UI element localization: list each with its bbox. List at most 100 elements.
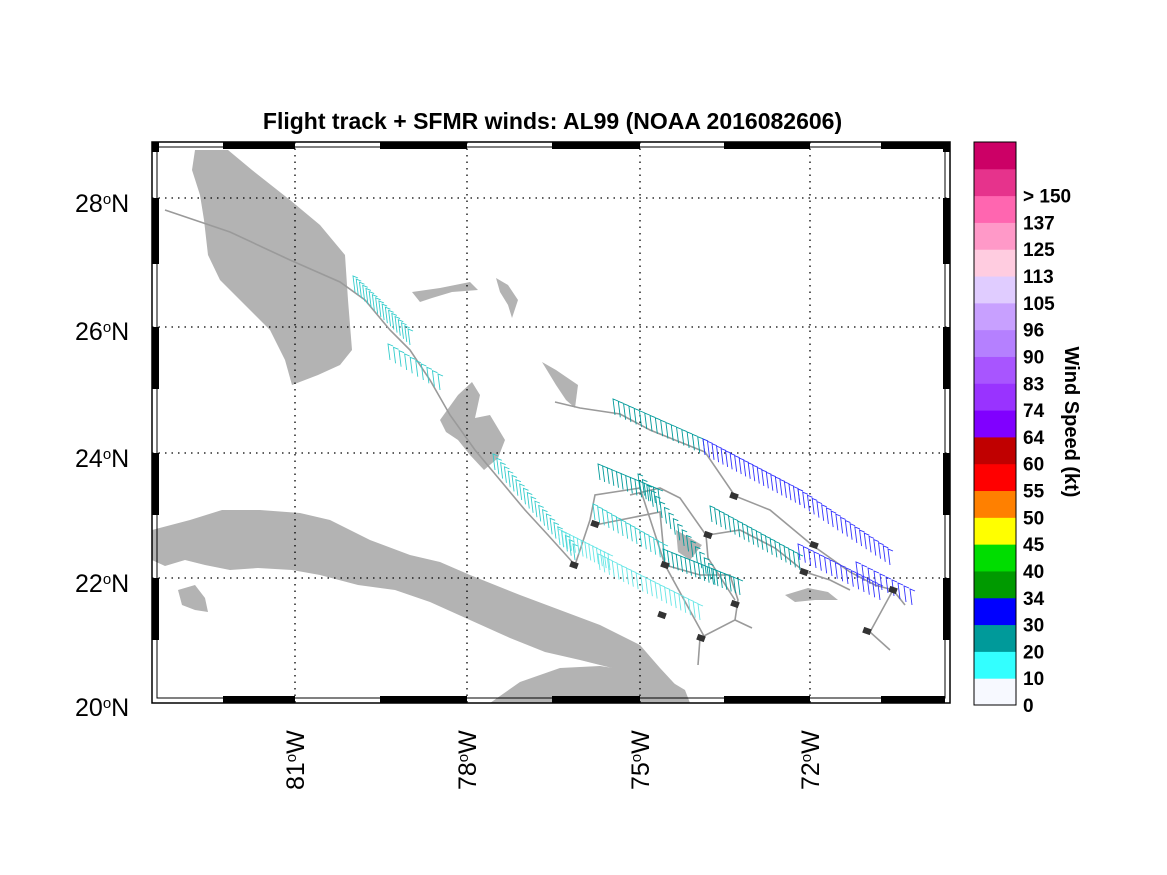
wind-barb (634, 527, 641, 545)
wind-barb (872, 580, 878, 598)
wind-barb (879, 573, 886, 591)
wind-barb (718, 510, 725, 528)
land-florida (192, 150, 352, 385)
longitude-labels: 81oW 78oW 75oW 72oW (282, 730, 825, 790)
wind-barb (393, 346, 399, 364)
wind-barb (362, 284, 368, 302)
wind-barb (751, 528, 757, 545)
colorbar-label: 40 (1023, 562, 1044, 583)
wind-barb (648, 484, 654, 502)
wind-barb (840, 564, 846, 582)
wind-barb (688, 558, 695, 576)
colorbar-label: 60 (1023, 455, 1044, 476)
wind-barb (615, 470, 622, 488)
wind-barb (664, 586, 670, 604)
latitude-labels: 28oN 26oN 24oN 22oN 20oN (75, 190, 129, 722)
colorbar-swatch (974, 276, 1016, 304)
wind-barb (662, 548, 669, 566)
wind-barb (709, 505, 716, 523)
wind-barb (697, 603, 704, 621)
wind-barb (711, 443, 718, 460)
wind-barb (397, 318, 404, 336)
colorbar-swatch (974, 168, 1016, 197)
land-abaco (496, 278, 518, 318)
wind-barb (756, 466, 763, 484)
drop-marker (809, 540, 819, 550)
land-grand-bahama (412, 282, 478, 302)
wind-barb (611, 513, 617, 531)
colorbar-label: 30 (1023, 616, 1044, 637)
lon-label-75: 75oW (627, 730, 655, 790)
wind-barb (388, 309, 394, 327)
dropsonde-markers (569, 491, 898, 643)
wind-barb (657, 540, 664, 558)
wind-barb (719, 571, 726, 588)
colorbar-swatch (974, 195, 1016, 223)
wind-barb (747, 462, 754, 479)
wind-barb (394, 315, 401, 333)
wind-barb (774, 540, 781, 558)
wind-barb (597, 505, 603, 523)
drop-marker (657, 610, 667, 620)
wind-barb (845, 567, 852, 585)
wind-barb (437, 373, 444, 391)
wind-barb (625, 474, 631, 492)
wind-barb (371, 294, 378, 311)
colorbar-swatch (974, 570, 1016, 599)
wind-barb (685, 534, 692, 552)
wind-barb (668, 589, 675, 606)
wind-barb (409, 356, 416, 374)
drop-marker (799, 567, 809, 577)
wind-barb (770, 474, 777, 491)
wind-barb (797, 543, 804, 561)
wind-barb (649, 414, 656, 432)
wind-barb (882, 545, 889, 562)
wind-barb (655, 495, 661, 513)
wind-barb (643, 532, 650, 550)
wind-barb (522, 487, 529, 505)
wind-barb (774, 476, 781, 494)
wind-barb (691, 433, 698, 451)
drop-marker (888, 585, 898, 595)
wind-barb (657, 488, 664, 506)
wind-barb (788, 483, 795, 501)
track-leg-1 (574, 487, 706, 639)
wind-barb (654, 417, 661, 434)
wind-barb (592, 503, 599, 521)
wind-barb (607, 553, 614, 571)
colorbar-swatch (974, 329, 1016, 357)
wind-barb (746, 525, 753, 543)
wind-barb (602, 465, 608, 482)
colorbar-label: 45 (1023, 535, 1045, 556)
wind-barb (663, 506, 670, 524)
wind-barb (765, 471, 772, 489)
wind-barb (659, 501, 666, 518)
wind-barb (779, 478, 786, 496)
wind-barb (365, 287, 372, 305)
wind-barb (715, 569, 722, 587)
wind-barb (792, 550, 799, 568)
wind-barb (797, 553, 804, 571)
wind-barb (686, 431, 693, 448)
wind-barb (723, 512, 730, 530)
wind-barb (659, 584, 666, 602)
wind-barb (877, 541, 884, 559)
land-cuba (152, 510, 685, 695)
wind-barb (816, 500, 823, 518)
colorbar-swatch (974, 249, 1016, 277)
wind-barb (708, 562, 714, 580)
wind-barb (617, 400, 624, 418)
wind-barb (415, 359, 421, 377)
wind-barb (855, 561, 862, 579)
wind-barb (650, 490, 657, 507)
wind-barb (602, 555, 608, 573)
wind-barb (849, 523, 856, 540)
colorbar-swatch (974, 302, 1016, 331)
wind-barb (597, 463, 604, 481)
wind-barb (829, 559, 836, 577)
wind-barb (818, 553, 825, 571)
land-andros (440, 382, 505, 470)
wind-barb (765, 535, 771, 553)
wind-barb (866, 577, 873, 595)
wind-barb (643, 482, 650, 500)
